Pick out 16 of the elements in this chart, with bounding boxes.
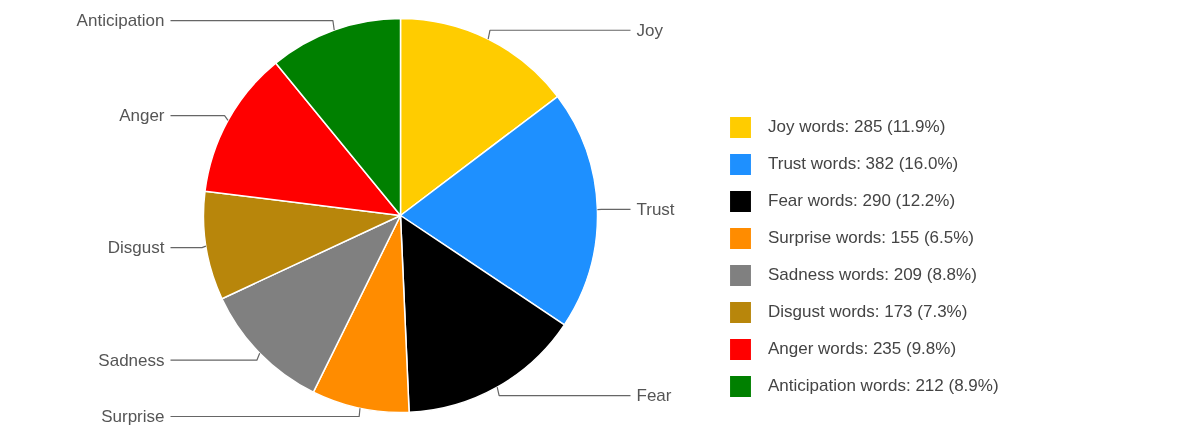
legend-label: Disgust words: 173 (7.3%) (768, 301, 968, 323)
legend-label: Anger words: 235 (9.8%) (768, 338, 957, 360)
text: Anger (119, 106, 165, 126)
legend-label: Trust words: 382 (16.0%) (768, 153, 959, 175)
legend-label: Fear words: 290 (12.2%) (768, 190, 956, 212)
text: Trust (636, 199, 675, 219)
legend-label: Sadness words: 209 (8.8%) (768, 264, 977, 286)
text: Anticipation (76, 11, 165, 31)
text: Disgust (107, 238, 165, 258)
text: Fear (636, 386, 672, 406)
legend-label: Surprise words: 155 (6.5%) (768, 227, 974, 249)
text: Sadness (98, 350, 165, 370)
text: Surprise (101, 407, 165, 426)
legend-label: Joy words: 285 (11.9%) (768, 116, 946, 138)
text: Joy (636, 20, 664, 40)
legend-label: Anticipation words: 212 (8.9%) (768, 375, 999, 397)
